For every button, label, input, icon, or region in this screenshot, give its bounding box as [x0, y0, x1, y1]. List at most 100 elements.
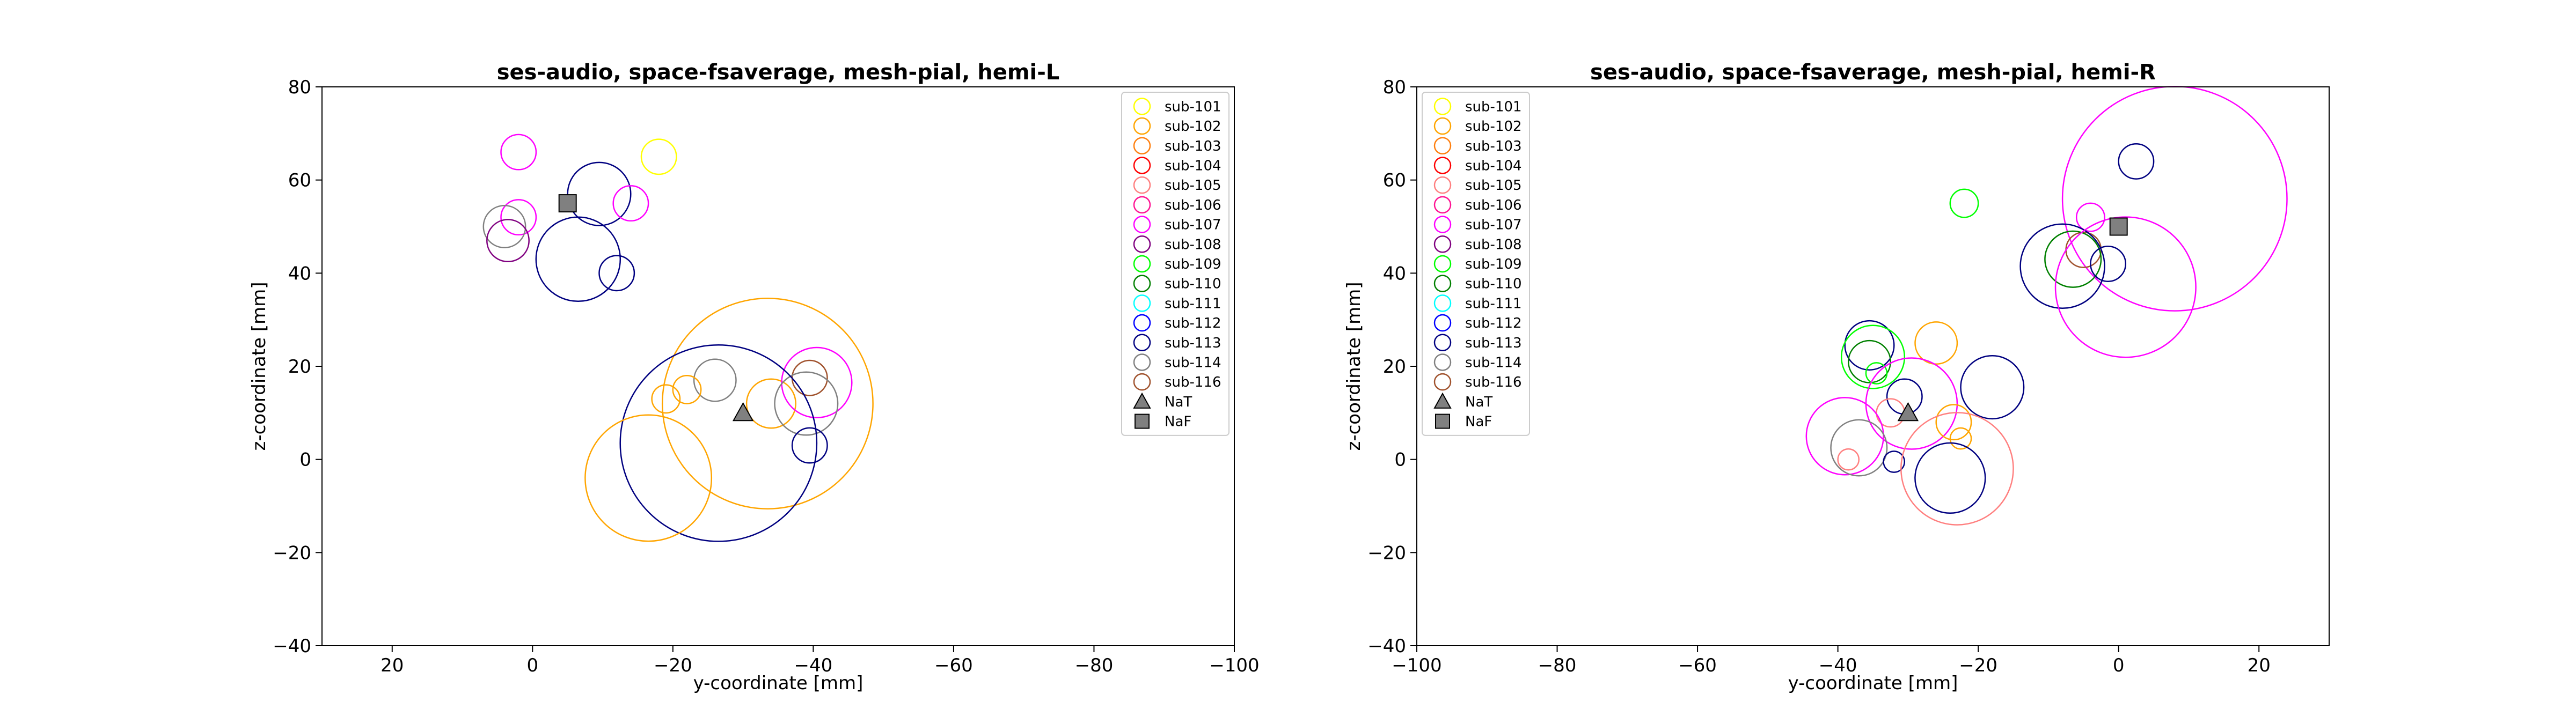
y-tick-label: 0 [299, 449, 311, 471]
y-tick-label: −40 [273, 636, 311, 657]
legend-item-sub-107: sub-107 [1133, 216, 1221, 233]
legend-item-sub-113: sub-113 [1433, 334, 1522, 351]
legend-label: sub-102 [1165, 119, 1221, 135]
legend-item-sub-102: sub-102 [1433, 117, 1522, 135]
x-tick-label: −80 [1075, 655, 1114, 676]
chart-right-ticks: −100 −80 −60 −40 −20 0 20 −40 −20 0 20 40 60 80 [1367, 77, 2271, 676]
naf-marker [558, 194, 577, 213]
data-point-sub-102 [1935, 404, 1972, 441]
legend-swatch [1433, 373, 1452, 391]
data-point-sub-114 [482, 205, 526, 248]
legend-item-sub-112: sub-112 [1133, 314, 1221, 332]
y-tick-label: −20 [273, 542, 311, 564]
data-point-sub-102 [1914, 321, 1958, 365]
chart-left-xlabel: y-coordinate [mm] [693, 673, 863, 694]
legend-label: NaT [1465, 394, 1492, 410]
legend-item-sub-102: sub-102 [1133, 117, 1221, 135]
legend-swatch [1133, 98, 1151, 115]
x-tick-label: −60 [1678, 655, 1717, 676]
legend-label: sub-101 [1165, 99, 1221, 115]
data-point-sub-101 [640, 138, 677, 175]
legend-swatch [1133, 314, 1151, 332]
data-point-sub-113 [1844, 320, 1895, 371]
legend-swatch [1433, 294, 1452, 312]
data-point-sub-102 [1949, 427, 1972, 450]
legend-label: sub-104 [1165, 158, 1221, 174]
legend-swatch [1133, 334, 1151, 351]
data-point-sub-110 [2044, 230, 2102, 288]
legend-swatch [1433, 98, 1452, 115]
legend-item-sub-109: sub-109 [1133, 255, 1221, 273]
legend-item-sub-112: sub-112 [1433, 314, 1522, 332]
legend-label: NaF [1165, 414, 1191, 430]
y-tick-label: −40 [1367, 636, 1406, 657]
legend-label: sub-105 [1465, 178, 1522, 194]
legend-swatch [1433, 314, 1452, 332]
chart-right-title: ses-audio, space-fsaverage, mesh-pial, h… [1590, 60, 2156, 85]
nat-marker [1897, 402, 1919, 422]
legend-swatch [1133, 373, 1151, 391]
legend-swatch [1133, 216, 1151, 233]
x-tick-label: −20 [1959, 655, 1997, 676]
plot-area-left [322, 87, 1234, 646]
legend-item-sub-103: sub-103 [1133, 137, 1221, 154]
legend-box [1121, 92, 1230, 436]
legend-label: sub-114 [1465, 354, 1522, 371]
x-tick-label: 0 [2113, 655, 2125, 676]
chart-right-xlabel: y-coordinate [mm] [1788, 673, 1958, 694]
data-point-sub-102 [651, 384, 681, 414]
chart-left-ylabel: z-coordinate [mm] [248, 282, 270, 450]
legend-label: sub-104 [1465, 158, 1522, 174]
data-point-sub-113 [2019, 223, 2105, 309]
legend-item-NaT: NaT [1133, 392, 1192, 410]
legend-item-sub-107: sub-107 [1433, 216, 1522, 233]
y-tick-label: 60 [1383, 170, 1406, 191]
legend-label: sub-108 [1165, 237, 1221, 253]
legend-label: sub-110 [1165, 276, 1221, 292]
y-tick-label: 80 [1383, 77, 1406, 98]
x-tick-label: 20 [2248, 655, 2271, 676]
legend-label: sub-105 [1165, 178, 1221, 194]
legend-item-sub-110: sub-110 [1133, 275, 1221, 292]
x-tick-label: 0 [526, 655, 538, 676]
legend-item-sub-106: sub-106 [1433, 196, 1522, 214]
y-tick-label: 60 [288, 170, 311, 191]
legend-swatch [1133, 255, 1151, 273]
legend-label: sub-107 [1465, 217, 1522, 233]
chart-right-legend: sub-101 sub-102 sub-103 sub-104 sub-105 sub-1… [1422, 92, 1530, 436]
legend-item-sub-116: sub-116 [1133, 373, 1221, 391]
data-point-sub-109 [1840, 324, 1906, 389]
data-point-sub-113 [1914, 442, 1986, 514]
data-point-sub-113 [1883, 450, 1906, 473]
data-point-sub-107 [2054, 216, 2197, 358]
legend-swatch [1133, 137, 1151, 154]
data-point-sub-102 [584, 414, 713, 542]
chart-left-markers [558, 194, 754, 422]
y-tick-label: 20 [288, 356, 311, 378]
legend-swatch [1433, 157, 1452, 174]
legend-label: sub-112 [1465, 315, 1522, 331]
legend-label: sub-109 [1465, 256, 1522, 272]
chart-right-points [1805, 85, 2288, 526]
legend-swatch [1133, 294, 1151, 312]
legend-box [1422, 92, 1530, 436]
square-icon [1135, 413, 1150, 429]
y-tick-label: 20 [1383, 356, 1406, 378]
legend-item-sub-109: sub-109 [1433, 255, 1522, 273]
legend-swatch [1433, 117, 1452, 135]
data-point-sub-109 [1865, 362, 1888, 385]
legend-label: sub-112 [1165, 315, 1221, 331]
naf-marker [2109, 217, 2128, 236]
x-tick-label: −40 [794, 655, 833, 676]
x-tick-label: −100 [1392, 655, 1441, 676]
data-point-sub-105 [1900, 412, 2014, 526]
data-point-sub-114 [1830, 419, 1888, 477]
legend-swatch [1133, 196, 1151, 214]
legend-label: sub-110 [1465, 276, 1522, 292]
chart-left-legend: sub-101 sub-102 sub-103 sub-104 sub-105 sub-1… [1121, 92, 1230, 436]
x-tick-label: −80 [1538, 655, 1577, 676]
data-point-sub-102 [672, 374, 702, 404]
chart-left-ticks: 20 0 −20 −40 −60 −80 −100 −40 −20 0 20 40 60 80 [273, 77, 1259, 676]
legend-item-NaF: NaF [1435, 413, 1492, 430]
